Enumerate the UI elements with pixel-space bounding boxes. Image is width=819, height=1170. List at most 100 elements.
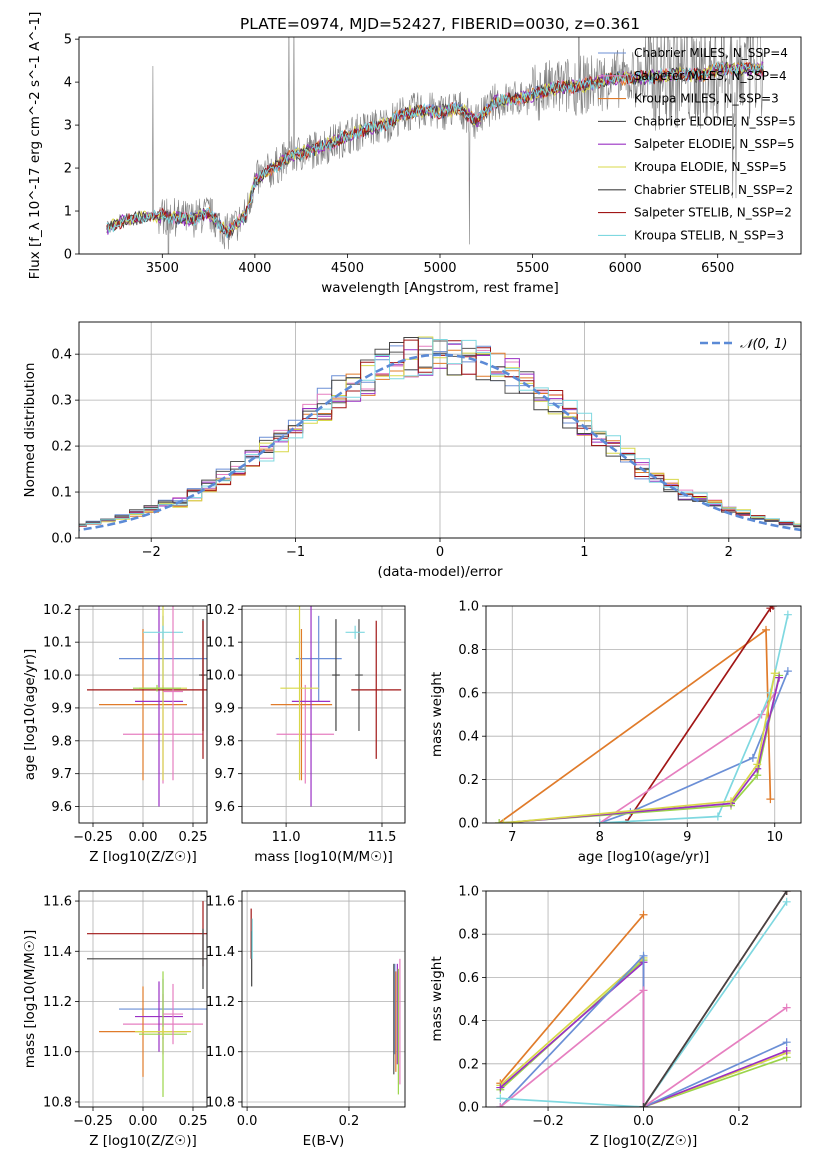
x-tick-label: −2: [142, 545, 161, 560]
errorbar-point: [332, 619, 340, 731]
series-line: [599, 670, 789, 823]
errorbar-point: [345, 625, 365, 639]
y-tick-label: 3: [64, 119, 72, 134]
legend-entry: Chabrier ELODIE, N_SSP=5: [634, 114, 796, 128]
x-tick-label: 5500: [516, 261, 549, 276]
axes-frame: [78, 321, 802, 539]
figure-title: PLATE=0974, MJD=52427, FIBERID=0030, z=0…: [240, 15, 640, 33]
x-tick-label: 6000: [609, 261, 642, 276]
series-point: [639, 1103, 648, 1107]
series-point: [782, 897, 791, 906]
y-tick-label: 11.0: [43, 1045, 72, 1060]
x-tick-label: 2: [725, 545, 733, 560]
y-axis-label: mass [log10(M/M☉)]: [22, 930, 38, 1069]
y-tick-label: 5: [64, 33, 72, 48]
errorbar-point: [280, 606, 319, 781]
y-axis-label: Flux [f_λ 10^-17 erg cm^-2 s^-1 A^-1]: [27, 12, 43, 280]
errorbar-point: [87, 928, 207, 989]
axes-frame: [485, 890, 802, 1108]
errorbar-point: [351, 620, 402, 759]
errorbar-point: [276, 684, 335, 784]
histogram-kroupa-stelib: [79, 339, 801, 526]
series-point: [639, 951, 648, 960]
axes-frame: [78, 890, 208, 1108]
panel-cumulative_age: 7 8 9 10 0.0 0.2 0.4 0.6 0.8 1.0 age [log10(age/yr…: [429, 600, 802, 865]
x-axis-label: Z [log10(Z/Z☉)]: [89, 849, 197, 865]
x-tick-label: 1: [580, 545, 588, 560]
legend-entry: Kroupa MILES, N_SSP=3: [634, 92, 779, 106]
y-tick-label: 10.8: [206, 1095, 235, 1110]
panel-residuals: −2 −1 0 1 2 0.0 0.1 0.2 0.3 0.4 (data-model)/error…: [22, 321, 802, 580]
gaussian-curve: [79, 353, 801, 532]
legend-spectrum: Chabrier MILES, N_SSP=4 Salpeter MILES, N…: [598, 46, 796, 242]
plot-area-cumulative_Z: [496, 891, 791, 1107]
series-point: [639, 986, 648, 995]
series-point: [766, 795, 775, 804]
series-line: [503, 673, 776, 823]
plot-area-mass_Z: [87, 901, 207, 1097]
legend-entry: Chabrier MILES, N_SSP=4: [634, 46, 788, 60]
series-point: [496, 1083, 505, 1092]
x-axis-label: mass [log10(M/M☉)]: [254, 849, 393, 865]
errorbar-point: [143, 625, 183, 639]
errorbar-point: [295, 615, 342, 702]
legend-entry: Kroupa ELODIE, N_SSP=5: [634, 160, 787, 174]
legend-entry: Chabrier STELIB, N_SSP=2: [634, 183, 793, 197]
y-tick-label: 9.8: [214, 734, 235, 749]
y-tick-label: 0.2: [458, 773, 479, 788]
legend-residuals: 𝒩(0, 1): [700, 337, 787, 352]
y-tick-label: 0.3: [51, 394, 72, 409]
model-line-salpeter-stelib: [106, 62, 764, 237]
x-tick-label: 7: [508, 830, 516, 845]
y-tick-label: 11.2: [206, 995, 235, 1010]
series-point: [783, 667, 792, 676]
y-tick-label: 0.8: [458, 928, 479, 943]
y-tick-label: 10.0: [206, 669, 235, 684]
y-tick-label: 11.2: [43, 995, 72, 1010]
series-point: [622, 819, 630, 823]
panel-mass_ebv: 0.0 0.2 10.8 11.0 11.2 11.4 11.6 E(B-V): [206, 890, 406, 1149]
x-axis-label: age [log10(age/yr)]: [578, 849, 710, 865]
series-point: [713, 812, 722, 821]
x-tick-label: 8: [596, 830, 604, 845]
plot-area-age_mass: [270, 606, 402, 807]
errorbar-point: [135, 981, 183, 1052]
y-tick-label: 0.1: [51, 486, 72, 501]
y-tick-label: 0.6: [458, 971, 479, 986]
errorbar-point: [163, 983, 183, 1045]
series-point: [769, 606, 777, 610]
x-tick-label: 0: [436, 545, 444, 560]
plot-area-mass_ebv: [250, 908, 401, 1095]
y-tick-label: 11.0: [206, 1045, 235, 1060]
x-tick-label: −0.25: [73, 1114, 113, 1129]
y-tick-label: 0: [64, 248, 72, 263]
legend-entry: Kroupa STELIB, N_SSP=3: [634, 228, 784, 242]
x-tick-label: 0.0: [237, 1114, 258, 1129]
y-tick-label: 0.4: [51, 348, 72, 363]
errorbar-point: [270, 629, 333, 781]
x-tick-label: 3500: [146, 261, 179, 276]
errorbar-point: [133, 684, 181, 692]
y-tick-label: 10.2: [43, 603, 72, 618]
y-tick-label: 10.8: [43, 1095, 72, 1110]
axes-frame: [241, 605, 406, 824]
x-tick-label: 6500: [701, 261, 734, 276]
y-tick-label: 0.8: [458, 643, 479, 658]
x-axis-label: Z [log10(Z/Z☉)]: [89, 1133, 197, 1149]
legend-entry: 𝒩(0, 1): [740, 337, 787, 352]
y-tick-label: 10.1: [206, 636, 235, 651]
x-axis-label: Z [log10(Z/Z☉)]: [590, 1133, 698, 1149]
series-point: [499, 819, 508, 823]
y-tick-label: 0.0: [51, 532, 72, 547]
y-tick-label: 9.6: [51, 800, 72, 815]
panel-age_mass: 11.0 11.5 9.6 9.7 9.8 9.9 10.0 10.1 10.2 mass [lo…: [206, 603, 406, 865]
legend-entry: Salpeter MILES, N_SSP=4: [634, 69, 787, 83]
legend-entry: Salpeter STELIB, N_SSP=2: [634, 206, 792, 220]
y-tick-label: 9.9: [214, 701, 235, 716]
x-tick-label: 4500: [331, 261, 364, 276]
x-tick-label: 10: [766, 830, 783, 845]
errorbar-point: [355, 619, 363, 731]
y-tick-label: 9.7: [214, 767, 235, 782]
series-point: [595, 819, 604, 823]
